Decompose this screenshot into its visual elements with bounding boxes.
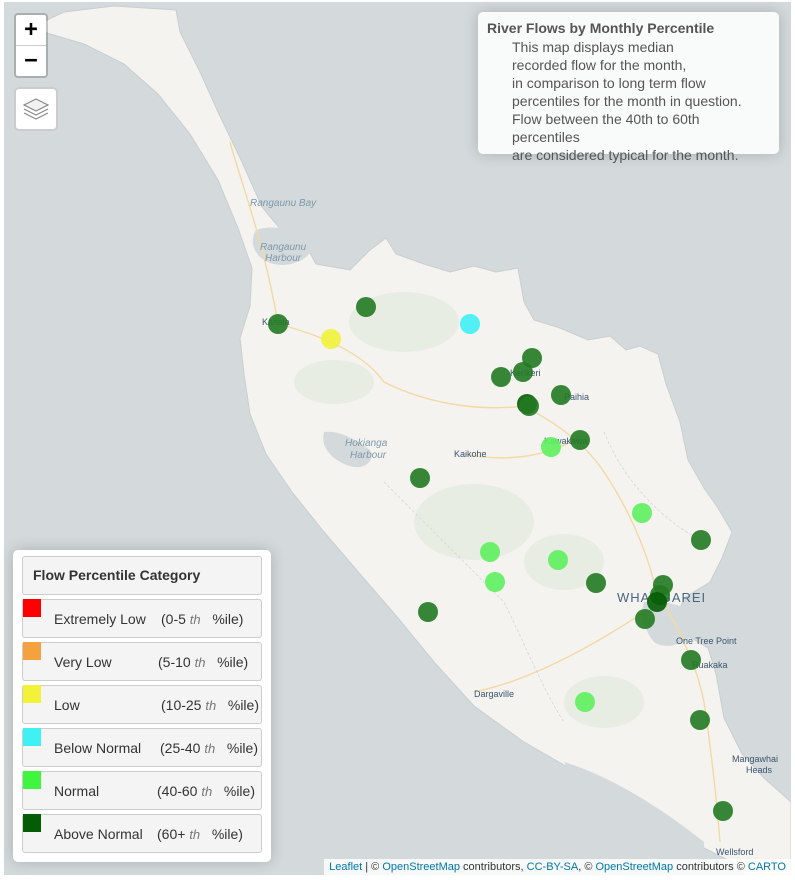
label-kaikohe: Kaikohe <box>454 449 487 459</box>
label-mangawhai-2: Heads <box>746 765 773 775</box>
label-hokianga-2: Harbour <box>350 450 387 461</box>
layers-button[interactable] <box>14 87 58 131</box>
legend-label: Extremely Low <box>54 611 146 627</box>
hokianga-harbour-water <box>323 431 372 468</box>
info-line: percentiles for the month in question. <box>512 93 742 109</box>
zoom-control: + − <box>14 13 48 78</box>
attribution-text: contributors, <box>460 861 527 873</box>
gauge-marker[interactable] <box>480 542 500 562</box>
rangaunu-harbour-water <box>252 227 312 265</box>
legend-range: (0-5 th %ile) <box>161 611 244 627</box>
gauge-marker[interactable] <box>321 329 341 349</box>
label-one-tree-point: One Tree Point <box>676 636 737 646</box>
gauge-markers[interactable] <box>268 297 733 821</box>
label-ruakaka: Ruakaka <box>692 660 728 670</box>
osm-link[interactable]: OpenStreetMap <box>382 861 460 873</box>
info-line: This map displays median <box>512 39 674 55</box>
info-line: Flow between the 40th to 60th percentile… <box>512 111 700 145</box>
legend-label: Low <box>54 697 80 713</box>
legend-label: Below Normal <box>54 740 142 756</box>
zoom-out-button[interactable]: − <box>16 45 46 76</box>
attribution-text: contributors © <box>673 861 748 873</box>
info-line: are considered typical for the month. <box>512 147 739 163</box>
district-boundaries <box>383 431 705 723</box>
whangarei-harbour-water <box>642 601 704 646</box>
label-wellsford: Wellsford <box>716 847 753 857</box>
gauge-marker[interactable] <box>586 573 606 593</box>
gauge-marker[interactable] <box>356 297 376 317</box>
gauge-marker[interactable] <box>541 437 561 457</box>
label-dargaville: Dargaville <box>474 689 514 699</box>
label-kawakawa: Kawakawa <box>544 436 588 446</box>
gauge-marker[interactable] <box>575 692 595 712</box>
legend: Flow Percentile Category Extremely Low (… <box>13 550 271 862</box>
gauge-marker[interactable] <box>551 385 571 405</box>
legend-item-very-low: Very Low (5-10 th %ile) <box>22 642 262 681</box>
gauge-marker[interactable] <box>519 396 539 416</box>
leaflet-link[interactable]: Leaflet <box>329 861 363 873</box>
label-rangaunu-harbour-2: Harbour <box>265 253 302 264</box>
info-panel: River Flows by Monthly Percentile This m… <box>478 12 779 163</box>
attribution-text: | © <box>362 861 383 873</box>
legend-range: (40-60 th %ile) <box>157 783 255 799</box>
legend-range: (25-40 th %ile) <box>160 740 258 756</box>
legend-range: (10-25 th %ile) <box>161 697 259 713</box>
legend-range: (60+ th %ile) <box>157 826 243 842</box>
legend-item-normal: Normal (40-60 th %ile) <box>22 771 262 810</box>
legend-swatch <box>23 685 41 703</box>
legend-swatch <box>23 728 41 746</box>
label-hokianga-1: Hokianga <box>345 438 388 449</box>
basemap[interactable]: Rangaunu Bay Rangaunu Harbour Kaitaia Ke… <box>4 2 791 875</box>
gauge-marker[interactable] <box>410 468 430 488</box>
legend-range: (5-10 th %ile) <box>158 654 249 670</box>
gauge-marker[interactable] <box>635 609 655 629</box>
gauge-marker[interactable] <box>268 314 288 334</box>
roads <box>229 141 721 843</box>
label-paihia: Paihia <box>564 392 589 402</box>
attribution-text: , © <box>578 861 596 873</box>
legend-item-low: Low (10-25 th %ile) <box>22 685 262 724</box>
gauge-marker[interactable] <box>570 430 590 450</box>
gauge-marker[interactable] <box>513 362 533 382</box>
info-line: in comparison to long term flow <box>512 75 706 91</box>
layers-icon <box>22 98 50 120</box>
cc-by-sa-link[interactable]: CC-BY-SA <box>526 861 579 873</box>
zoom-in-button[interactable]: + <box>24 17 38 42</box>
carto-link[interactable]: CARTO <box>747 861 786 873</box>
gauge-marker[interactable] <box>632 503 652 523</box>
legend-title: Flow Percentile Category <box>22 556 262 595</box>
gauge-marker[interactable] <box>491 367 511 387</box>
legend-swatch <box>23 599 41 617</box>
land-mass <box>28 5 791 875</box>
gauge-marker[interactable] <box>691 530 711 550</box>
legend-label: Very Low <box>54 654 112 670</box>
gauge-marker[interactable] <box>460 314 480 334</box>
info-title: River Flows by Monthly Percentile <box>487 20 715 36</box>
gauge-marker[interactable] <box>418 602 438 622</box>
kaipara-harbour-water <box>564 762 704 875</box>
legend-swatch <box>23 771 41 789</box>
legend-item-below-normal: Below Normal (25-40 th %ile) <box>22 728 262 767</box>
label-rangaunu-harbour-1: Rangaunu <box>260 242 307 253</box>
legend-item-above-normal: Above Normal (60+ th %ile) <box>22 814 262 853</box>
label-mangawhai-1: Mangawhai <box>732 754 778 764</box>
gauge-marker[interactable] <box>681 650 701 670</box>
legend-swatch <box>23 642 41 660</box>
gauge-marker[interactable] <box>548 550 568 570</box>
map-attribution: Leaflet | © OpenStreetMap contributors, … <box>324 859 791 875</box>
info-line: recorded flow for the month, <box>512 57 687 73</box>
legend-item-extremely-low: Extremely Low (0-5 th %ile) <box>22 599 262 638</box>
gauge-marker[interactable] <box>713 801 733 821</box>
gauge-marker[interactable] <box>690 710 710 730</box>
legend-label: Normal <box>54 783 100 799</box>
legend-swatch <box>23 814 41 832</box>
label-rangaunu-bay: Rangaunu Bay <box>250 198 317 209</box>
gauge-marker[interactable] <box>485 572 505 592</box>
osm-link-2[interactable]: OpenStreetMap <box>595 861 674 873</box>
legend-label: Above Normal <box>54 826 143 842</box>
gauge-marker[interactable] <box>647 592 667 612</box>
